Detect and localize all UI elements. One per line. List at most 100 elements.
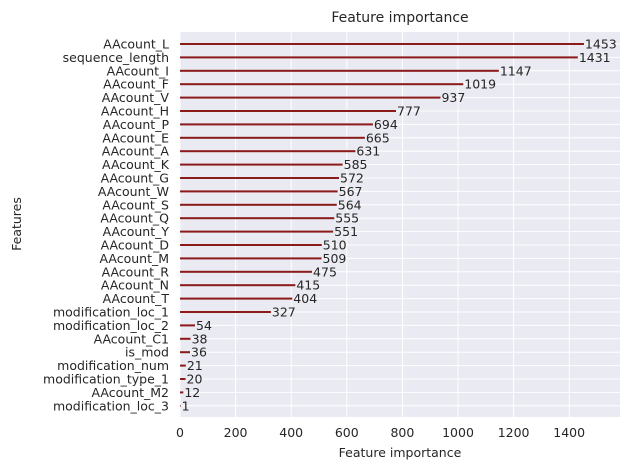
bar-value-label: 510	[323, 238, 347, 253]
y-tick-label: AAcount_N	[101, 278, 169, 293]
bar-value-label: 585	[344, 157, 368, 172]
bar-value-label: 694	[374, 117, 398, 132]
x-tick-label: 800	[390, 425, 414, 440]
bar-value-label: 777	[397, 104, 421, 119]
y-tick-label: AAcount_M2	[92, 385, 169, 400]
bar	[180, 244, 322, 246]
bar	[180, 297, 293, 300]
bar-value-label: 1	[182, 398, 190, 413]
y-tick-label: AAcount_Q	[100, 211, 169, 226]
bar	[180, 311, 271, 313]
bar-value-label: 21	[187, 358, 203, 373]
bar-value-label: 38	[192, 331, 208, 346]
plot-area	[180, 32, 620, 417]
x-tick-label: 400	[279, 425, 303, 440]
bar-value-label: 54	[196, 318, 212, 333]
bar	[180, 56, 578, 59]
y-tick-label: modification_loc_2	[53, 318, 169, 333]
y-tick-label: modification_loc_1	[53, 305, 169, 320]
x-tick-labels: 0 200 400 600 800 1000 1200 1400	[176, 425, 585, 440]
x-tick-label: 600	[335, 425, 359, 440]
chart-title: Feature importance	[331, 10, 468, 26]
y-tick-label: AAcount_R	[102, 264, 170, 279]
bar	[180, 150, 356, 153]
y-tick-label: AAcount_L	[103, 37, 169, 52]
y-tick-label: AAcount_G	[101, 171, 169, 186]
bar	[180, 284, 296, 287]
bar	[180, 136, 365, 139]
bar-value-label: 404	[293, 291, 317, 306]
bar	[180, 177, 340, 179]
bar-value-label: 555	[335, 211, 359, 226]
y-tick-label: AAcount_M	[99, 251, 169, 266]
bar-value-label: 1147	[500, 63, 532, 78]
bar	[180, 96, 441, 99]
bar	[180, 190, 338, 193]
bar-value-label: 475	[313, 264, 337, 279]
bar-value-label: 665	[366, 130, 390, 145]
bar-value-label: 551	[334, 224, 358, 239]
y-tick-label: AAcount_I	[107, 63, 169, 78]
bar	[180, 351, 191, 354]
y-tick-label: sequence_length	[63, 50, 169, 65]
y-tick-label: modification_type_1	[43, 372, 169, 387]
bar	[180, 217, 335, 220]
x-axis-label: Feature importance	[339, 445, 462, 460]
y-tick-label: AAcount_H	[101, 104, 169, 119]
bars	[180, 43, 584, 407]
y-tick-label: AAcount_K	[102, 157, 170, 172]
y-tick-label: AAcount_W	[98, 184, 169, 199]
bar	[180, 123, 373, 126]
bar-value-label: 567	[339, 184, 363, 199]
bar-value-label: 36	[191, 345, 207, 360]
bar-value-label: 509	[323, 251, 347, 266]
bar-value-label: 1453	[585, 37, 617, 52]
bar	[180, 257, 322, 260]
y-tick-label: AAcount_A	[102, 144, 170, 159]
y-tick-label: AAcount_S	[102, 197, 169, 212]
y-tick-label: AAcount_F	[103, 77, 169, 92]
y-tick-label: AAcount_D	[101, 238, 169, 253]
x-tick-label: 1000	[442, 425, 474, 440]
bar-value-label: 572	[340, 171, 364, 186]
x-tick-label: 0	[176, 425, 184, 440]
x-tick-label: 200	[224, 425, 248, 440]
bar-value-label: 1431	[579, 50, 611, 65]
bar	[180, 391, 184, 394]
y-tick-labels: AAcount_Lsequence_lengthAAcount_IAAcount…	[43, 37, 170, 414]
bar	[180, 270, 313, 273]
bar	[180, 364, 186, 367]
y-axis-label: Features	[9, 197, 24, 251]
bar-value-label: 12	[184, 385, 200, 400]
bar	[180, 337, 191, 340]
x-tick-label: 1400	[553, 425, 585, 440]
y-tick-label: AAcount_Y	[103, 224, 170, 239]
bar	[180, 203, 337, 206]
bar-value-label: 20	[187, 372, 203, 387]
bar-value-label: 631	[356, 144, 380, 159]
bar-value-label: 415	[296, 278, 320, 293]
bar	[180, 324, 196, 327]
bar	[180, 230, 334, 233]
bar	[180, 404, 181, 407]
bar-value-label: 564	[338, 197, 362, 212]
bar-value-label: 327	[272, 305, 296, 320]
bar-value-label: 937	[441, 90, 465, 105]
y-tick-label: is_mod	[125, 345, 169, 360]
bar	[180, 378, 186, 380]
bar	[180, 69, 499, 72]
bar	[180, 43, 584, 45]
bar-value-label: 1019	[464, 77, 496, 92]
y-tick-label: AAcount_V	[102, 90, 170, 105]
bar	[180, 83, 464, 86]
y-tick-label: AAcount_P	[103, 117, 170, 132]
y-tick-label: AAcount_E	[102, 130, 169, 145]
y-tick-label: modification_loc_3	[53, 398, 169, 413]
bar	[180, 110, 397, 112]
x-tick-label: 1200	[498, 425, 530, 440]
y-tick-label: modification_num	[57, 358, 169, 373]
y-tick-label: AAcount_T	[103, 291, 170, 306]
y-tick-label: AAcount_C1	[94, 331, 169, 346]
